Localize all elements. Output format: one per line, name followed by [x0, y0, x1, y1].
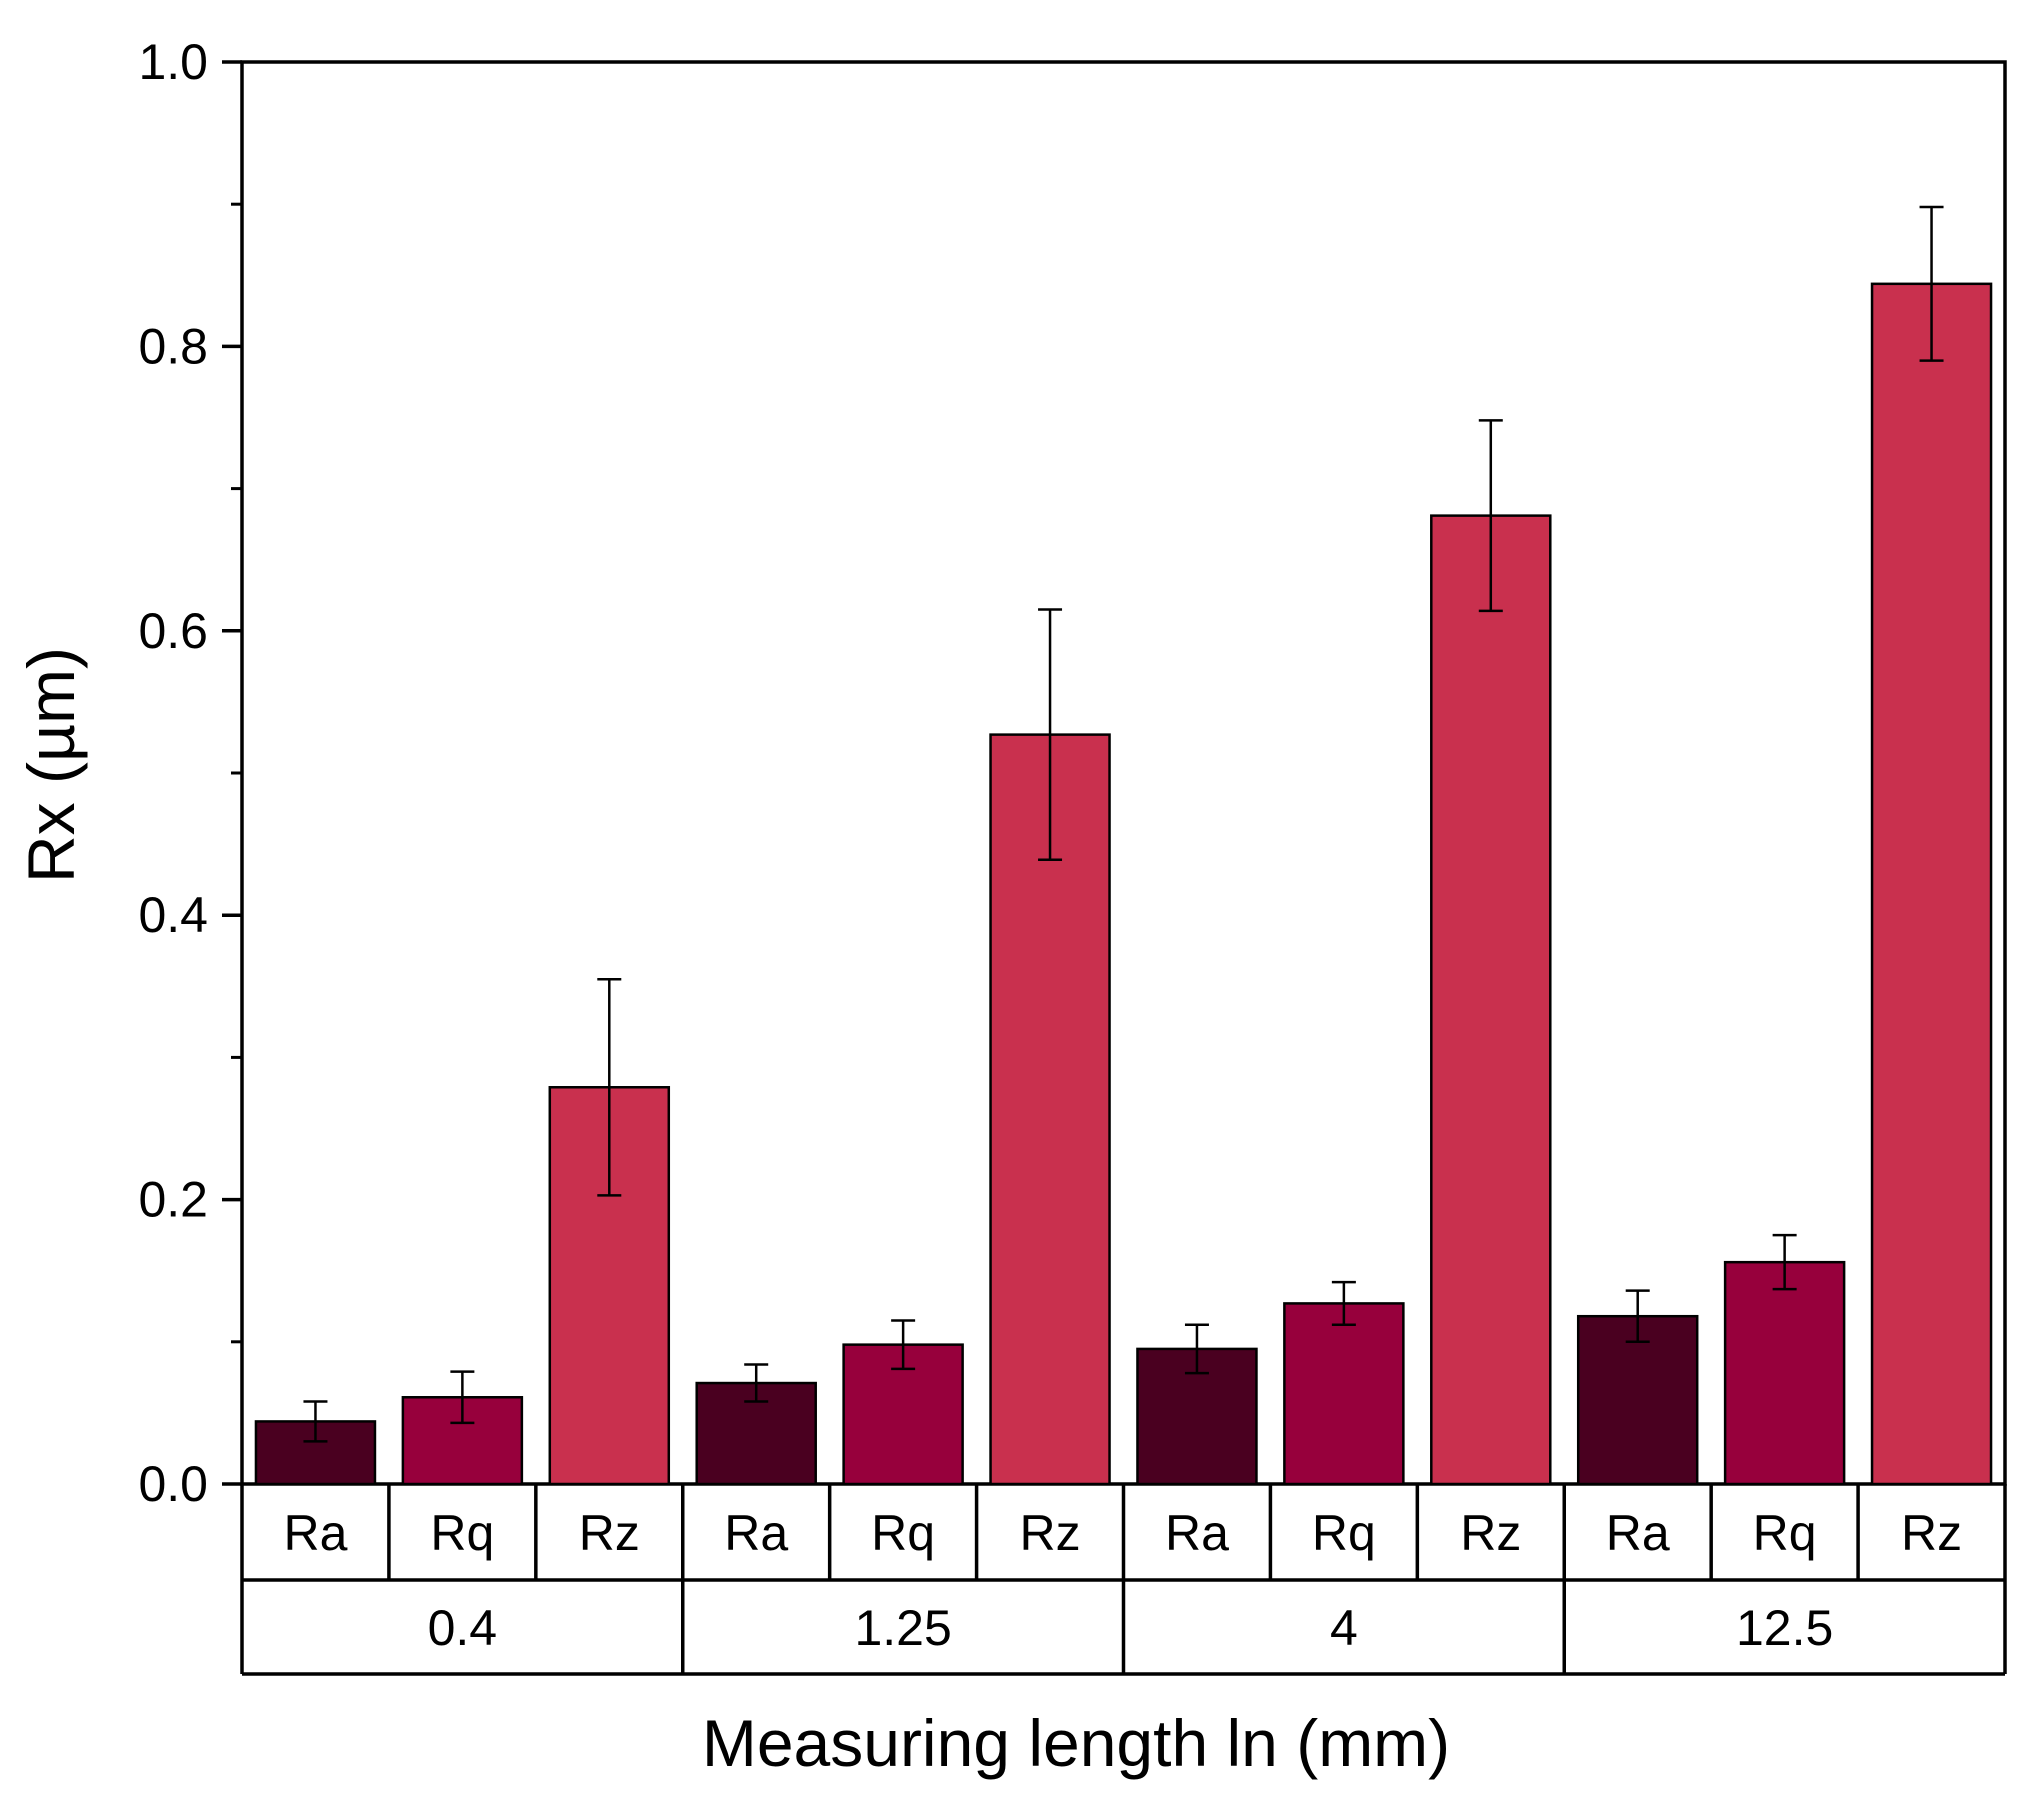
bar-rq-0_4: [401, 1396, 524, 1486]
series-label-ra: Ra: [724, 1505, 788, 1561]
y-tick-label: 0.6: [138, 603, 208, 659]
x-axis-title: Measuring length ln (mm): [702, 1706, 1450, 1780]
axes: 0.0 0.2 0.4 0.6 0.8 1.0: [138, 34, 242, 1512]
y-tick-label: 1.0: [138, 34, 208, 90]
group-label: 12.5: [1736, 1600, 1833, 1656]
y-tick-label: 0.2: [138, 1172, 208, 1228]
series-label-ra: Ra: [1165, 1505, 1229, 1561]
series-label-rz: Rz: [1460, 1505, 1521, 1561]
series-label-rz: Rz: [1019, 1505, 1080, 1561]
bars: [254, 282, 1993, 1486]
bar-rq-12_5: [1723, 1260, 1846, 1486]
group-label: 4: [1330, 1600, 1358, 1656]
series-label-rz: Rz: [579, 1505, 640, 1561]
category-table: Ra Rq Rz 0.4 Ra Rq Rz 1.25 Ra Rq Rz 4 Ra Rq Rz 12.5: [240, 1484, 2007, 1676]
y-tick-label: 0.0: [138, 1456, 208, 1512]
group-label: 1.25: [854, 1600, 951, 1656]
series-label-ra: Ra: [1606, 1505, 1670, 1561]
series-label-rq: Rq: [1753, 1505, 1817, 1561]
bar-rz-4: [1430, 514, 1552, 1486]
group-label: 0.4: [428, 1600, 498, 1656]
series-label-rq: Rq: [1312, 1505, 1376, 1561]
y-tick-label: 0.8: [138, 318, 208, 374]
series-label-rq: Rq: [871, 1505, 935, 1561]
series-label-rq: Rq: [430, 1505, 494, 1561]
y-axis-title: Rx (µm): [14, 647, 88, 883]
error-bars: [303, 205, 1944, 1443]
series-label-rz: Rz: [1901, 1505, 1962, 1561]
bar-rq-4: [1283, 1302, 1405, 1486]
series-label-ra: Ra: [283, 1505, 347, 1561]
bar-ra-12_5: [1576, 1314, 1699, 1486]
y-tick-label: 0.4: [138, 887, 208, 943]
bar-rz-12_5: [1870, 282, 1993, 1486]
